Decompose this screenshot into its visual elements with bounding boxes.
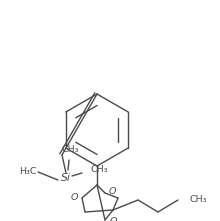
Text: Si: Si (61, 173, 71, 183)
Text: O: O (109, 217, 117, 221)
Text: CH₃: CH₃ (90, 166, 108, 175)
Text: H₃C: H₃C (19, 168, 37, 177)
Text: CH₃: CH₃ (190, 196, 207, 204)
Text: CH₃: CH₃ (61, 145, 79, 154)
Text: O: O (70, 194, 78, 202)
Text: O: O (108, 187, 116, 196)
